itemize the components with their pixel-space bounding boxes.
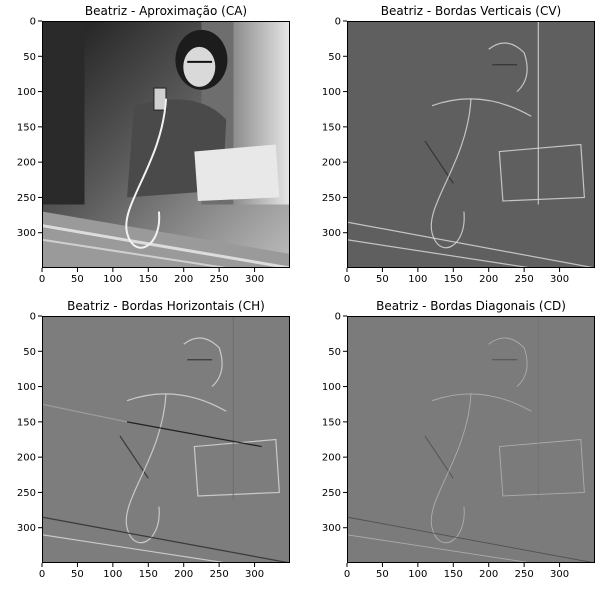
subplot-3: Beatriz - Bordas Horizontais (CH) 0 50 100 1… bbox=[17, 299, 290, 580]
x-tick-label: 50 bbox=[71, 274, 84, 285]
x-tick-label: 250 bbox=[210, 274, 229, 285]
y-tick-label: 50 bbox=[23, 52, 36, 63]
subplot-title: Beatriz - Bordas Diagonais (CD) bbox=[376, 299, 566, 313]
y-tick-label: 250 bbox=[17, 193, 36, 204]
y-tick-label: 300 bbox=[17, 523, 36, 534]
axes-frame bbox=[347, 316, 595, 563]
x-tick-label: 100 bbox=[103, 274, 122, 285]
x-tick-label: 50 bbox=[71, 569, 84, 580]
y-tick-label: 50 bbox=[328, 347, 341, 358]
y-tick-label: 200 bbox=[17, 453, 36, 464]
y-tick-label: 150 bbox=[17, 417, 36, 428]
y-tick-label: 100 bbox=[322, 382, 341, 393]
y-tick-label: 200 bbox=[322, 158, 341, 169]
axes-frame bbox=[42, 316, 290, 563]
y-tick-label: 0 bbox=[335, 312, 341, 323]
x-tick-label: 50 bbox=[376, 569, 389, 580]
subplot-2: Beatriz - Bordas Verticais (CV) 0 50 100 150… bbox=[322, 4, 595, 285]
x-tick-label: 150 bbox=[444, 274, 463, 285]
y-tick-label: 100 bbox=[17, 87, 36, 98]
x-tick-label: 0 bbox=[39, 274, 45, 285]
y-tick-label: 50 bbox=[328, 52, 341, 63]
y-tick-label: 100 bbox=[17, 382, 36, 393]
x-tick-label: 0 bbox=[344, 569, 350, 580]
y-tick-label: 200 bbox=[17, 158, 36, 169]
x-tick-label: 300 bbox=[550, 274, 569, 285]
heatmap-image bbox=[42, 21, 290, 268]
y-tick-label: 150 bbox=[322, 122, 341, 133]
heatmap-image bbox=[347, 316, 595, 563]
y-tick-label: 250 bbox=[322, 193, 341, 204]
x-tick-label: 200 bbox=[174, 274, 193, 285]
y-tick-label: 50 bbox=[23, 347, 36, 358]
x-tick-label: 0 bbox=[344, 274, 350, 285]
x-tick-label: 250 bbox=[515, 274, 534, 285]
x-tick-label: 100 bbox=[408, 569, 427, 580]
heatmap-image bbox=[347, 21, 595, 268]
y-tick-label: 300 bbox=[322, 523, 341, 534]
x-tick-label: 300 bbox=[245, 569, 264, 580]
x-tick-label: 150 bbox=[444, 569, 463, 580]
x-tick-label: 300 bbox=[550, 569, 569, 580]
y-tick-label: 200 bbox=[322, 453, 341, 464]
y-tick-label: 300 bbox=[17, 228, 36, 239]
y-tick-label: 300 bbox=[322, 228, 341, 239]
x-tick-label: 150 bbox=[139, 569, 158, 580]
subplot-4: Beatriz - Bordas Diagonais (CD) 0 50 100 150… bbox=[322, 299, 595, 580]
y-tick-label: 100 bbox=[322, 87, 341, 98]
axes-frame bbox=[42, 21, 290, 268]
y-tick-label: 0 bbox=[335, 17, 341, 28]
x-tick-label: 100 bbox=[408, 274, 427, 285]
x-tick-label: 250 bbox=[210, 569, 229, 580]
x-tick-label: 50 bbox=[376, 274, 389, 285]
x-tick-label: 300 bbox=[245, 274, 264, 285]
x-tick-label: 250 bbox=[515, 569, 534, 580]
y-tick-label: 0 bbox=[30, 312, 36, 323]
subplot-title: Beatriz - Aproximação (CA) bbox=[85, 4, 247, 18]
y-tick-label: 250 bbox=[17, 488, 36, 499]
y-tick-label: 250 bbox=[322, 488, 341, 499]
x-tick-label: 100 bbox=[103, 569, 122, 580]
x-tick-label: 200 bbox=[479, 569, 498, 580]
axes-frame bbox=[347, 21, 595, 268]
x-tick-label: 0 bbox=[39, 569, 45, 580]
subplot-title: Beatriz - Bordas Horizontais (CH) bbox=[67, 299, 265, 313]
y-tick-label: 150 bbox=[17, 122, 36, 133]
heatmap-image bbox=[42, 316, 290, 563]
y-tick-label: 150 bbox=[322, 417, 341, 428]
subplot-title: Beatriz - Bordas Verticais (CV) bbox=[381, 4, 561, 18]
x-tick-label: 200 bbox=[479, 274, 498, 285]
y-tick-label: 0 bbox=[30, 17, 36, 28]
subplot-1: Beatriz - Aproximação (CA) 0 50 100 150 200 25… bbox=[17, 4, 290, 285]
x-tick-label: 150 bbox=[139, 274, 158, 285]
x-tick-label: 200 bbox=[174, 569, 193, 580]
